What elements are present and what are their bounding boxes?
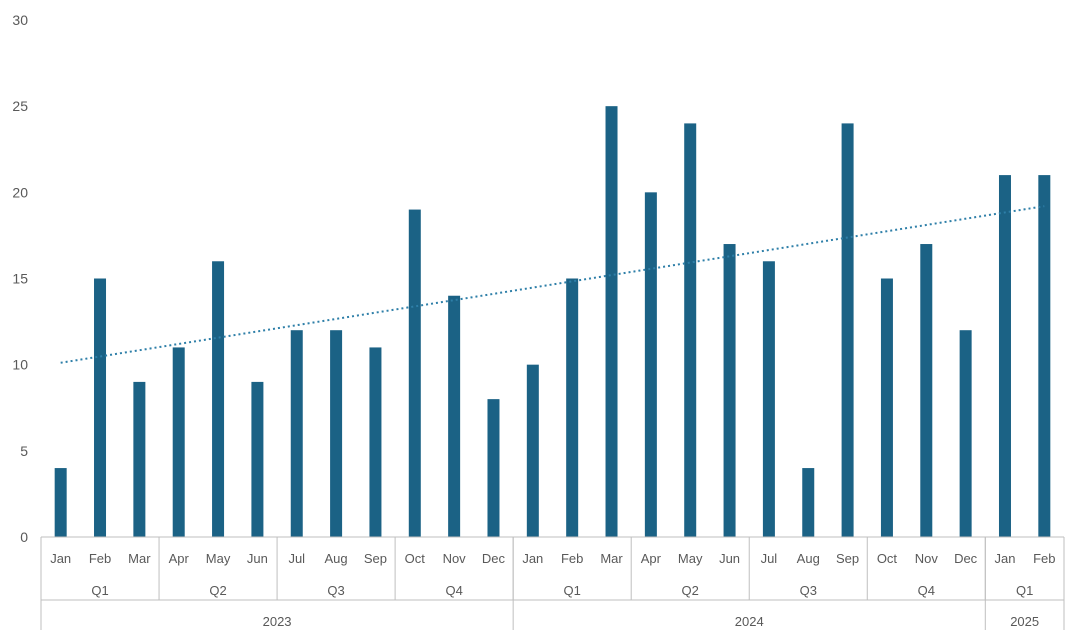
month-tick-label: Nov [915, 551, 939, 566]
bar [762, 261, 775, 537]
y-tick-label: 0 [20, 529, 28, 545]
bars [54, 106, 1051, 538]
bar [251, 381, 264, 537]
y-tick-label: 25 [12, 98, 28, 114]
bar [841, 123, 854, 538]
month-tick-label: Feb [89, 551, 111, 566]
month-tick-label: Jun [247, 551, 268, 566]
bar [212, 261, 225, 537]
bar [369, 347, 382, 537]
bar [172, 347, 185, 537]
bar [487, 399, 500, 537]
bar [448, 295, 461, 537]
y-tick-label: 30 [12, 12, 28, 28]
month-tick-label: Dec [954, 551, 978, 566]
quarter-label: Q4 [918, 583, 935, 598]
quarter-label: Q3 [327, 583, 344, 598]
month-tick-label: Apr [169, 551, 190, 566]
year-label: 2024 [735, 614, 764, 629]
year-label: 2025 [1010, 614, 1039, 629]
y-tick-label: 20 [12, 184, 28, 200]
bar [566, 278, 579, 537]
month-tick-label: Oct [877, 551, 898, 566]
month-tick-label: Jul [761, 551, 778, 566]
bar [644, 192, 657, 538]
bar [1038, 175, 1051, 537]
month-tick-label: Feb [561, 551, 583, 566]
bar [684, 123, 697, 538]
y-tick-label: 15 [12, 271, 28, 287]
month-tick-label: Feb [1033, 551, 1055, 566]
bar [605, 106, 618, 538]
y-tick-label: 5 [20, 443, 28, 459]
bar [330, 330, 343, 537]
trendline [60, 205, 1045, 364]
trendline-line [60, 205, 1045, 364]
bar [54, 468, 67, 537]
month-tick-label: May [678, 551, 703, 566]
bar [802, 468, 815, 537]
bar [94, 278, 107, 537]
bar [920, 244, 933, 538]
quarter-label: Q1 [91, 583, 108, 598]
bar [880, 278, 893, 537]
bar [998, 175, 1011, 537]
quarter-label: Q3 [800, 583, 817, 598]
month-tick-label: Jun [719, 551, 740, 566]
month-tick-label: Mar [128, 551, 151, 566]
month-tick-label: Sep [364, 551, 387, 566]
month-tick-label: Aug [797, 551, 820, 566]
bar [408, 209, 421, 538]
x-axis: Jan Feb Mar Apr May Jun Jul Aug Sep Oct Nov Dec Jan F… [40, 536, 1065, 630]
month-tick-label: Jan [50, 551, 71, 566]
bar [959, 330, 972, 537]
month-tick-label: Jan [994, 551, 1015, 566]
month-tick-label: Dec [482, 551, 506, 566]
month-tick-label: May [206, 551, 231, 566]
month-tick-label: Nov [443, 551, 467, 566]
month-tick-label: Oct [405, 551, 426, 566]
month-tick-label: Jul [288, 551, 305, 566]
bar [723, 244, 736, 538]
quarter-label: Q2 [209, 583, 226, 598]
quarter-label: Q1 [564, 583, 581, 598]
y-tick-label: 10 [12, 357, 28, 373]
y-axis: 0 5 10 15 20 25 30 [12, 12, 28, 545]
month-tick-label: Mar [600, 551, 623, 566]
quarter-label: Q4 [445, 583, 462, 598]
bar [290, 330, 303, 537]
bar [526, 364, 539, 537]
quarter-label: Q2 [682, 583, 699, 598]
month-tick-label: Aug [325, 551, 348, 566]
year-label: 2023 [263, 614, 292, 629]
month-tick-label: Apr [641, 551, 662, 566]
quarter-label: Q1 [1016, 583, 1033, 598]
month-tick-label: Sep [836, 551, 859, 566]
bar [133, 381, 146, 537]
month-tick-label: Jan [522, 551, 543, 566]
